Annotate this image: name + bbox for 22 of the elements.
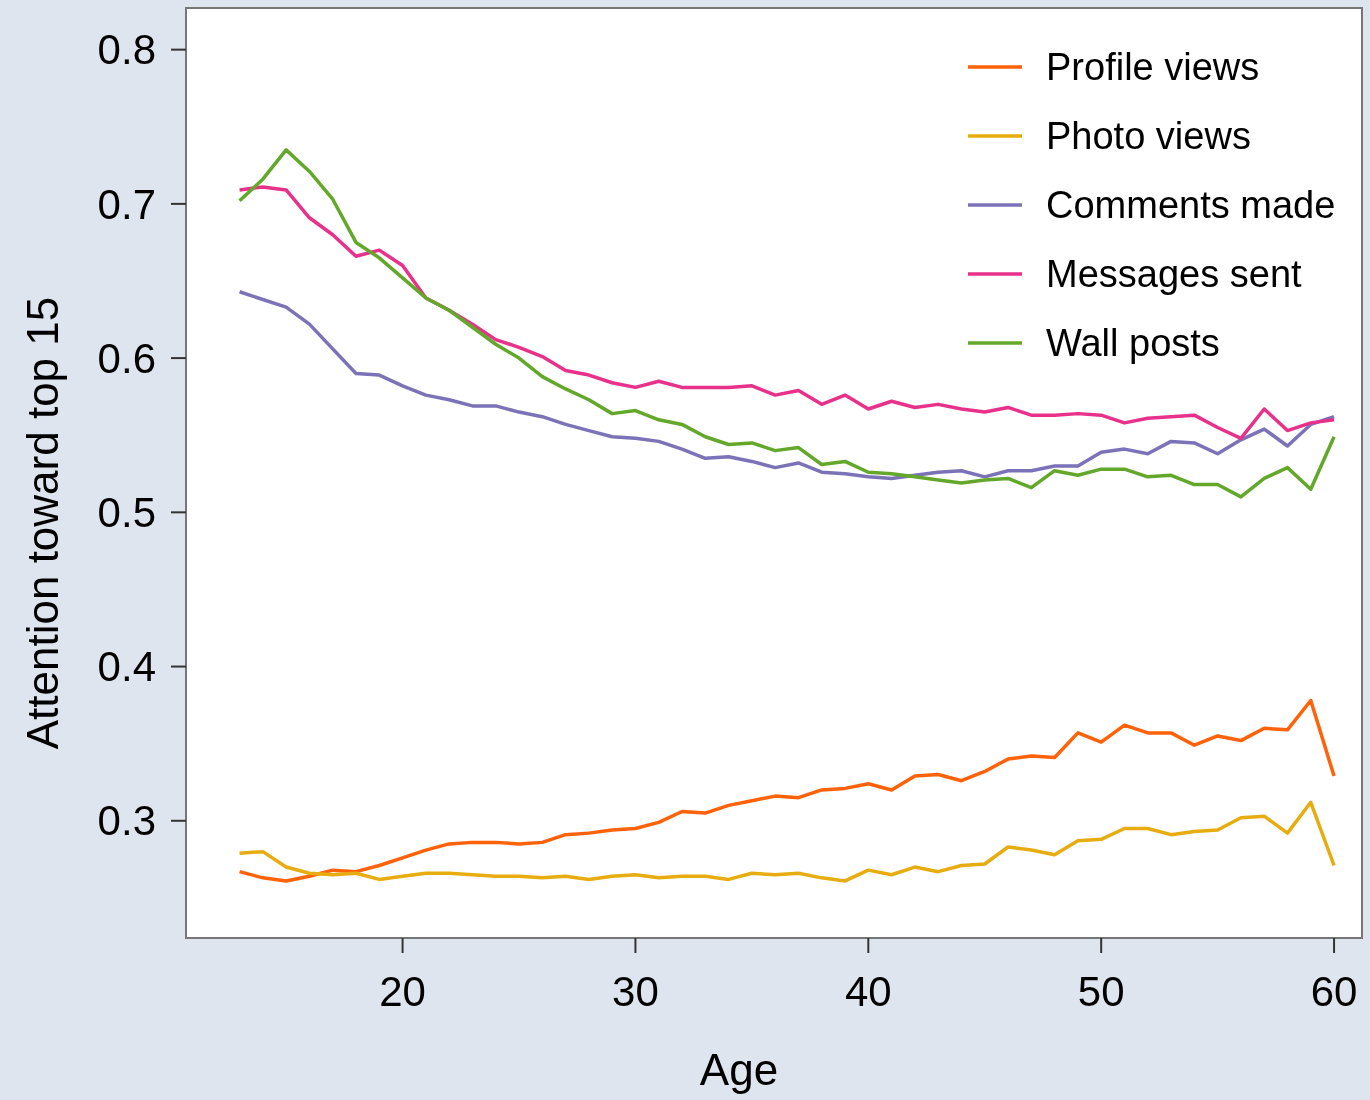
legend-label: Comments made bbox=[1046, 184, 1336, 227]
y-tick-label: 0.3 bbox=[97, 797, 156, 845]
legend-label: Profile views bbox=[1046, 46, 1260, 89]
y-tick-label: 0.8 bbox=[97, 26, 156, 74]
x-tick-label: 60 bbox=[1310, 968, 1358, 1015]
y-axis-title: Attention toward top 15 bbox=[18, 296, 67, 750]
x-tick-label: 30 bbox=[612, 968, 659, 1015]
legend-label: Wall posts bbox=[1046, 322, 1220, 365]
y-tick-label: 0.4 bbox=[97, 643, 156, 691]
x-tick-label: 40 bbox=[844, 968, 892, 1015]
legend-label: Messages sent bbox=[1046, 253, 1303, 296]
line-series bbox=[237, 185, 1336, 441]
y-tick-label: 0.6 bbox=[97, 334, 156, 382]
line-series bbox=[237, 800, 1336, 883]
legend-label: Photo views bbox=[1046, 115, 1251, 158]
y-tick-label: 0.7 bbox=[97, 180, 156, 228]
line-series bbox=[237, 698, 1336, 883]
x-tick-label: 50 bbox=[1077, 968, 1125, 1015]
y-tick-label: 0.5 bbox=[97, 489, 156, 537]
x-tick-label: 20 bbox=[379, 968, 426, 1015]
line-series bbox=[237, 148, 1336, 499]
x-axis-title: Age bbox=[699, 1045, 779, 1094]
